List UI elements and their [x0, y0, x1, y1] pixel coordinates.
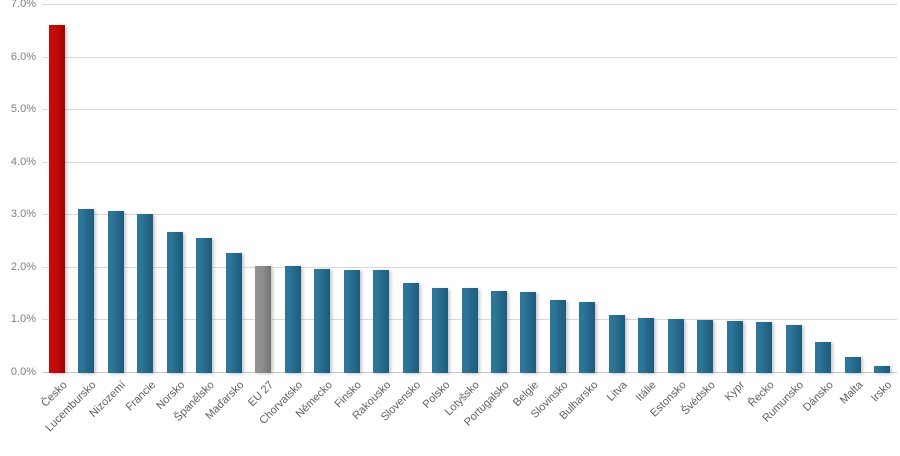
gridline	[42, 56, 897, 58]
x-tick-label: Itálie	[633, 379, 659, 404]
bar-belgie	[520, 292, 537, 373]
gridline	[42, 4, 897, 5]
bar-česko	[48, 24, 65, 373]
bar-itálie	[638, 318, 655, 373]
bar-švédsko	[697, 319, 714, 373]
x-tick-label: Dánsko	[800, 379, 836, 414]
bar-chorvatsko	[284, 266, 301, 373]
y-tick-label: 0.0%	[10, 366, 36, 378]
y-tick-label: 3.0%	[10, 208, 36, 221]
plot-area	[42, 4, 897, 373]
y-tick-label: 7.0%	[10, 0, 36, 10]
x-tick-label: Irsko	[869, 379, 895, 405]
bar-malta	[844, 357, 861, 373]
gridline	[42, 109, 897, 111]
bar-lucembursko	[78, 208, 95, 373]
bar-rumunsko	[785, 324, 802, 373]
bar-kypr	[726, 320, 743, 373]
x-tick-label: Litva	[604, 379, 630, 404]
gridline	[42, 161, 897, 163]
bar-norsko	[166, 231, 183, 373]
y-tick-label: 2.0%	[10, 260, 36, 273]
bar-litva	[608, 315, 625, 373]
x-tick-label: Kypr	[722, 379, 748, 404]
bar-slovensko	[402, 282, 419, 373]
x-tick-label: Francie	[123, 379, 158, 414]
y-tick-label: 6.0%	[10, 50, 36, 63]
bar-španělsko	[196, 237, 213, 373]
bar-lotyšsko	[461, 287, 478, 373]
bar-polsko	[432, 287, 449, 373]
x-tick-label: Malta	[837, 379, 866, 407]
bar-bulharsko	[579, 302, 596, 373]
bar-francie	[137, 214, 154, 373]
bar-finsko	[343, 269, 360, 373]
bar-německo	[314, 268, 331, 373]
bar-irsko	[874, 365, 891, 373]
bar-eu-27	[255, 265, 272, 373]
y-tick-label: 5.0%	[10, 103, 36, 116]
y-tick-label: 1.0%	[10, 313, 36, 326]
gridline	[42, 214, 897, 216]
bar-rakousko	[373, 269, 390, 373]
bar-maďarsko	[225, 253, 242, 373]
bar-portugalsko	[490, 291, 507, 373]
bar-estonsko	[667, 318, 684, 373]
bar-řecko	[756, 322, 773, 373]
bar-nizozemí	[107, 210, 124, 373]
gridline	[42, 266, 897, 268]
y-tick-label: 4.0%	[10, 155, 36, 168]
bar-slovinsko	[549, 300, 566, 373]
bar-dánsko	[815, 341, 832, 373]
